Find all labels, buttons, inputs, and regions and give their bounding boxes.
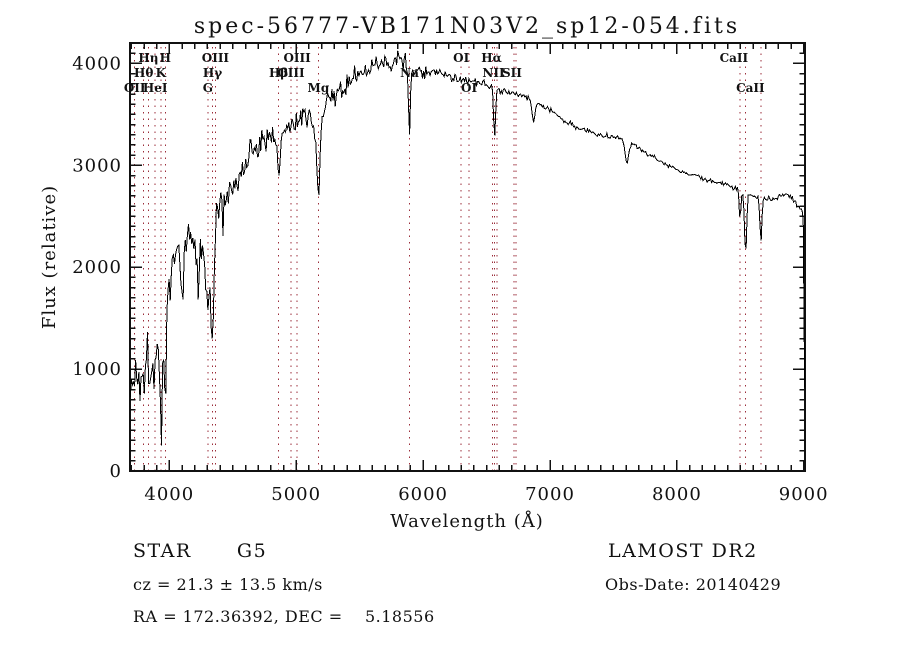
line-label: H xyxy=(160,51,171,65)
line-label: Hβ xyxy=(269,66,288,80)
y-tick-labels: 0 1000 2000 3000 4000 xyxy=(72,53,122,482)
line-label: Hγ xyxy=(203,66,222,80)
line-label: OI xyxy=(453,51,469,65)
classification-text: STAR G5 xyxy=(133,540,267,562)
x-tick-label: 7000 xyxy=(525,484,575,505)
x-tick-label: 5000 xyxy=(271,484,321,505)
x-tick-label: 8000 xyxy=(652,484,702,505)
x-tick-label: 9000 xyxy=(779,484,829,505)
line-label: OIII xyxy=(277,66,305,80)
line-label: NII xyxy=(482,66,505,80)
plot-title: spec-56777-VB171N03V2_sp12-054.fits xyxy=(194,14,740,39)
y-tick-label: 1000 xyxy=(72,359,122,380)
x-tick-labels: 4000 5000 6000 7000 8000 9000 xyxy=(144,484,829,505)
line-label: Na xyxy=(400,66,419,80)
y-tick-label: 2000 xyxy=(72,257,122,278)
line-label: SII xyxy=(502,66,522,80)
line-label: Hθ xyxy=(134,66,153,80)
line-label: OI xyxy=(461,81,477,95)
y-tick-label: 0 xyxy=(110,461,122,482)
obsdate-text: Obs-Date: 20140429 xyxy=(605,575,781,594)
radec-text: RA = 172.36392, DEC = 5.18556 xyxy=(133,607,435,626)
line-label: Hα xyxy=(481,51,502,65)
line-label: CaII xyxy=(736,81,765,95)
line-label: HeI xyxy=(143,81,168,95)
y-tick-label: 3000 xyxy=(72,155,122,176)
y-axis-label: Flux (relative) xyxy=(39,185,60,329)
axis-ticks xyxy=(130,42,805,472)
line-label: Hη xyxy=(138,51,158,65)
line-label: OIII xyxy=(202,51,230,65)
y-tick-label: 4000 xyxy=(72,53,122,74)
spectrum-trace xyxy=(129,50,805,446)
spectrum-path xyxy=(129,50,805,446)
x-tick-label: 4000 xyxy=(144,484,194,505)
plot-border xyxy=(129,42,806,472)
line-label: G xyxy=(203,81,213,95)
cz-text: cz = 21.3 ± 13.5 km/s xyxy=(133,575,323,594)
line-label: CaII xyxy=(720,51,749,65)
x-axis-label: Wavelength (Å) xyxy=(390,510,544,532)
line-label: OIII xyxy=(283,51,311,65)
x-tick-label: 6000 xyxy=(398,484,448,505)
line-label: Mg xyxy=(308,81,330,95)
spectral-line-markers xyxy=(134,47,762,470)
survey-text: LAMOST DR2 xyxy=(608,540,758,562)
line-label: K xyxy=(156,66,167,80)
line-label: OII xyxy=(124,81,146,95)
